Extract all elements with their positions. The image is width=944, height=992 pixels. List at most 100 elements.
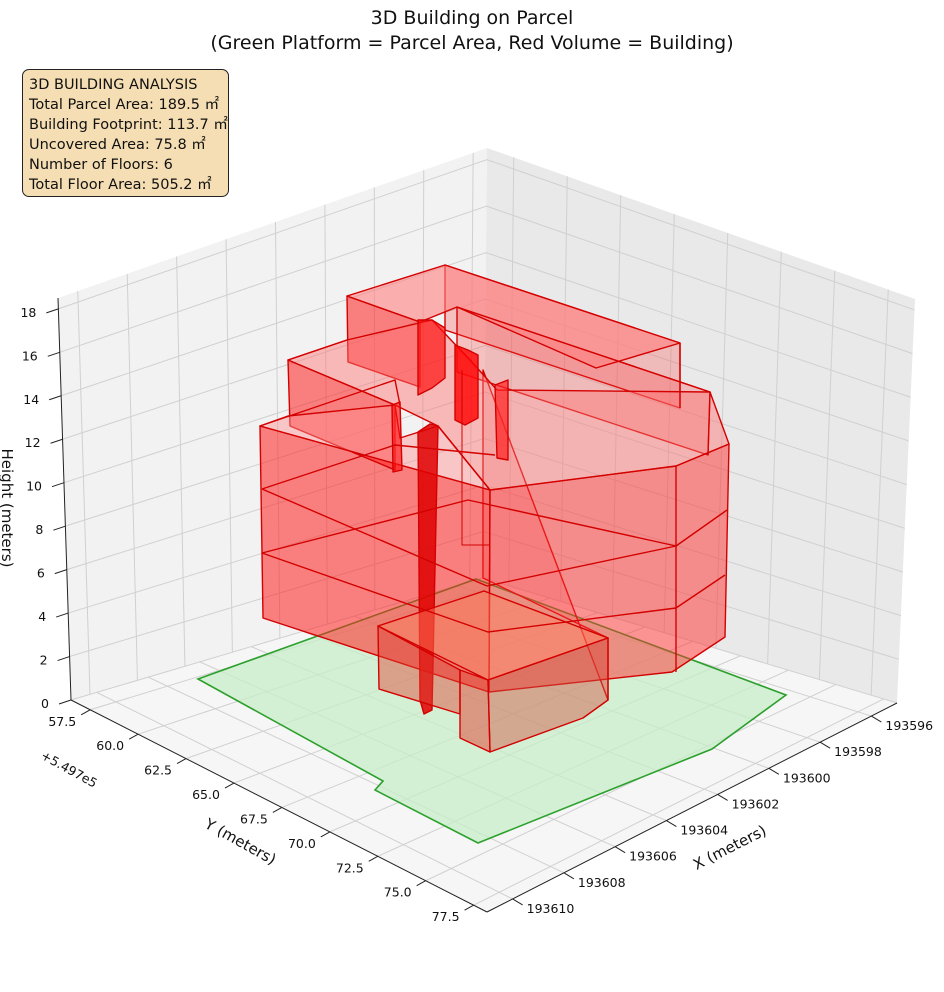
z-tick-label: 10 [26,479,42,494]
x-axis-line [486,702,898,913]
chart-title: 3D Building on Parcel [370,7,574,29]
z-tick-mark [53,525,66,531]
y-tick-label: 72.5 [336,860,364,875]
y-tick-mark [464,904,474,911]
x-grid-line [767,251,782,664]
y-grid-line [126,273,138,681]
building-shaft [391,401,403,473]
floor-line [261,488,728,587]
building-edge [287,339,348,361]
z-tick-label: 2 [40,653,48,668]
info-heading: 3D BUILDING ANALYSIS [29,77,198,93]
x-tick-mark [666,820,677,827]
y-ticks: 57.5 60.0 62.5 65.0 67.5 70.0 72.5 75.0 77.5 [48,709,474,924]
z-axis-line [57,297,72,701]
y-tick-label: 57.5 [48,714,76,729]
chart-subtitle: (Green Platform = Parcel Area, Red Volum… [210,32,734,54]
info-line-floors: Number of Floors: 6 [29,157,173,173]
y-tick-mark [224,782,235,789]
x-tick-label: 193610 [527,901,575,916]
x-tick-mark [717,794,728,801]
x-tick-label: 193606 [629,849,677,864]
y-grid-line [473,698,884,906]
z-tick-label: 12 [25,435,41,450]
y-tick-label: 75.0 [384,885,412,900]
z-tick-label: 16 [22,348,38,363]
y-offset-label: +5.497e5 [39,748,100,791]
building-shaft [417,423,439,715]
x-ticks: 1935961935981936001936021936041936061936… [512,715,933,916]
x-tick-label: 193602 [732,796,780,811]
x-tick-mark [768,767,780,775]
z-grid-line [68,484,902,617]
x-grid-line [148,676,565,874]
z-tick-mark [47,351,60,357]
analysis-info-box: 3D BUILDING ANALYSIS Total Parcel Area: … [22,69,229,197]
z-tick-label: 0 [41,696,49,711]
y-tick-label: 70.0 [288,836,316,851]
z-grid-line [59,205,913,355]
building-edge [259,379,401,427]
z-tick-mark [58,699,72,705]
z-axis-label: Height (meters) [0,449,16,568]
info-line-parcel-area: Total Parcel Area: 189.5 ㎡ [29,97,220,113]
y-tick-mark [272,807,283,813]
x-tick-label: 193598 [834,744,882,759]
building-shaft [454,344,479,426]
y-grid-line [425,684,837,882]
x-grid-line [818,270,836,680]
x-tick-mark [614,846,626,854]
y-tick-mark [128,733,139,740]
building-shaft [494,379,509,461]
building-edge [456,306,711,393]
z-grid-line [65,391,905,529]
z-tick-mark [46,308,59,314]
x-tick-mark [512,898,523,906]
z-tick-label: 4 [38,609,46,624]
building-edge [707,391,711,456]
y-tick-label: 60.0 [96,738,124,753]
z-grid-line [66,438,903,573]
floor-line [261,552,726,633]
info-line-uncovered: Uncovered Area: 75.8 ㎡ [29,137,206,153]
x-tick-mark [871,715,882,723]
x-grid-line [96,691,513,900]
x-tick-mark [819,741,831,749]
z-tick-mark [50,438,63,444]
y-grid-line [225,239,233,653]
z-grid-line [58,159,915,311]
y-tick-mark [80,709,91,716]
x-grid-line [870,289,889,696]
y-grid-line [176,256,186,667]
y-tick-mark [416,880,426,887]
x-tick-label: 193600 [783,770,831,785]
z-ticks: 0 2 4 6 8 10 12 14 16 18 [20,305,72,711]
y-tick-mark [176,758,187,765]
z-grid-line [61,252,911,398]
y-tick-mark [368,855,378,862]
z-tick-mark [51,482,65,488]
x-tick-mark [563,872,575,880]
y-tick-label: 67.5 [240,811,268,826]
y-axis-line [70,699,488,913]
y-tick-mark [320,831,331,838]
x-tick-label: 193596 [885,718,933,733]
z-tick-label: 18 [20,305,36,320]
y-tick-label: 62.5 [144,763,172,778]
z-tick-label: 8 [35,522,43,537]
y-tick-label: 65.0 [192,787,220,802]
building-edge [461,370,490,546]
z-grid-line [63,345,907,486]
z-tick-mark [54,569,67,575]
x-tick-label: 193608 [578,875,626,890]
info-line-footprint: Building Footprint: 113.7 ㎡ [29,117,228,133]
y-grid-line [77,291,91,695]
building-shaft [417,319,446,396]
z-tick-mark [56,612,69,618]
z-tick-mark [57,656,70,662]
y-tick-label: 77.5 [432,909,460,924]
z-tick-label: 14 [23,392,39,407]
building-podium [459,669,491,753]
z-tick-mark [49,395,62,401]
